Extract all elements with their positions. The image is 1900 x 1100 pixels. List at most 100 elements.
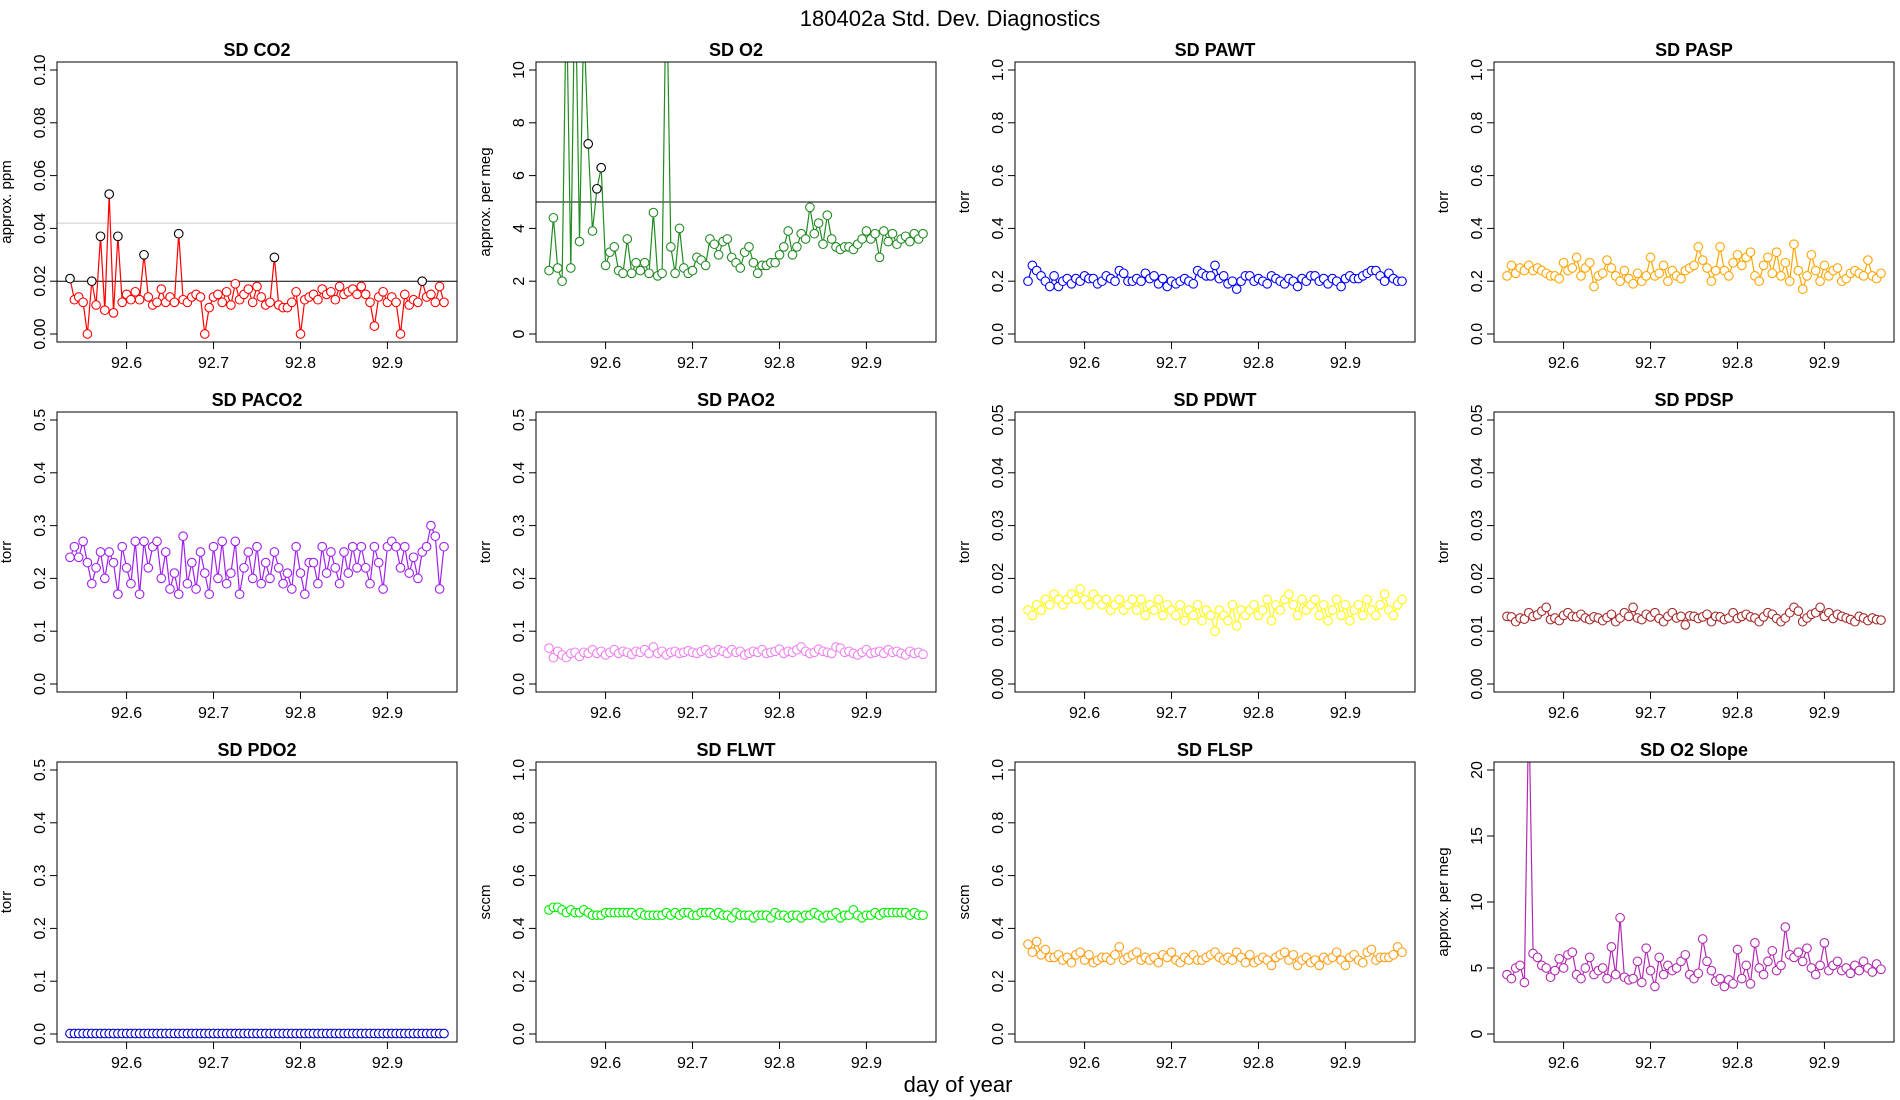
data-point: [1819, 260, 1830, 271]
data-point: [117, 297, 128, 308]
data-point: [1532, 952, 1543, 963]
data-point: [434, 281, 445, 292]
x-tick-label: 92.7: [1156, 355, 1187, 372]
data-point: [186, 557, 197, 568]
data-point: [143, 562, 154, 573]
y-tick-label: 0.1: [32, 620, 49, 642]
plot-frame: [1014, 61, 1416, 343]
x-tick-label: 92.8: [1243, 1055, 1274, 1072]
data-point: [1576, 271, 1586, 281]
x-tick-label: 92.8: [1722, 355, 1753, 372]
data-point: [1153, 957, 1164, 968]
data-point: [1357, 957, 1368, 968]
data-point: [326, 286, 336, 297]
data-point: [247, 573, 258, 584]
data-point: [722, 234, 733, 244]
data-point: [182, 578, 193, 589]
data-point: [413, 573, 423, 584]
data-point: [1275, 605, 1286, 615]
data-point: [108, 308, 119, 318]
data-point: [1597, 268, 1608, 279]
plot-area: [1023, 936, 1407, 971]
data-point: [1628, 278, 1638, 289]
plot-frame: [1014, 411, 1416, 693]
data-point: [391, 541, 401, 552]
data-point: [395, 562, 406, 573]
data-point: [1340, 599, 1351, 610]
data-point: [1357, 610, 1368, 621]
data-point: [1797, 284, 1808, 294]
data-point: [113, 231, 123, 242]
y-axis-label: approx. per meg: [477, 147, 494, 256]
data-point: [1545, 972, 1556, 983]
data-point: [744, 242, 754, 252]
data-point: [609, 242, 620, 252]
data-point: [1606, 942, 1617, 952]
data-point: [1676, 273, 1686, 284]
data-point: [905, 236, 915, 247]
data-point: [1127, 594, 1138, 605]
y-tick-label: 1.0: [990, 59, 1007, 81]
data-point: [1671, 963, 1682, 973]
y-tick-label: 0.3: [32, 514, 49, 536]
x-tick-label: 92.8: [1243, 355, 1274, 372]
data-point: [1719, 981, 1730, 992]
data-point: [1623, 611, 1634, 622]
plot-area: [57, 189, 457, 339]
data-point: [1310, 594, 1320, 605]
y-tick-label: 0.0: [511, 673, 528, 695]
x-tick-label: 92.8: [764, 1055, 795, 1072]
data-point: [622, 234, 633, 244]
data-point: [134, 589, 145, 600]
y-tick-label: 15: [1469, 827, 1486, 845]
data-point: [1292, 610, 1303, 621]
data-point: [1175, 599, 1186, 610]
data-point: [230, 278, 241, 289]
x-tick-label: 92.6: [111, 1055, 142, 1072]
x-tick-label: 92.6: [1069, 1055, 1100, 1072]
y-axis-label: torr: [477, 541, 494, 564]
data-point: [173, 228, 184, 239]
y-tick-label: 0.01: [1469, 616, 1486, 647]
data-point: [265, 573, 275, 584]
y-tick-label: 0.1: [32, 970, 49, 992]
data-point: [1736, 260, 1747, 271]
data-point: [1362, 594, 1373, 605]
data-point: [639, 257, 650, 268]
y-axis-label: approx. ppm: [0, 160, 15, 243]
data-point: [121, 562, 132, 573]
data-point: [1288, 599, 1299, 610]
y-tick-label: 0.3: [32, 864, 49, 886]
data-point: [552, 263, 563, 273]
x-tick-label: 92.9: [1809, 1055, 1840, 1072]
x-tick-label: 92.6: [1548, 705, 1579, 722]
data-point: [1758, 969, 1769, 980]
data-point: [1754, 963, 1765, 973]
data-point: [1336, 610, 1346, 621]
chart-panel: SD O2 Slope approx. per meg 92.6 92.7 92.8 92…: [1435, 740, 1895, 1072]
data-point: [1654, 268, 1665, 279]
data-point: [1075, 584, 1086, 594]
data-point: [1619, 265, 1630, 276]
data-point: [813, 218, 824, 228]
x-tick-label: 92.7: [677, 1055, 708, 1072]
data-point: [339, 547, 349, 557]
data-point: [1114, 942, 1125, 952]
data-point: [1680, 949, 1691, 960]
data-point: [1388, 949, 1399, 960]
y-tick-label: 0.04: [32, 213, 49, 244]
plot-frame: [56, 761, 458, 1043]
data-point: [1506, 973, 1517, 984]
data-point: [809, 228, 820, 239]
data-point: [1157, 610, 1168, 621]
y-axis-label: sccm: [956, 885, 973, 920]
plot-frame: [535, 411, 937, 693]
x-tick-label: 92.9: [851, 1055, 882, 1072]
data-point: [1131, 605, 1142, 615]
plot-area: [1502, 762, 1886, 992]
y-tick-label: 1.0: [511, 759, 528, 781]
data-point: [321, 568, 332, 578]
data-point: [426, 289, 436, 300]
data-point: [1314, 610, 1325, 621]
y-tick-label: 0.02: [32, 266, 49, 297]
